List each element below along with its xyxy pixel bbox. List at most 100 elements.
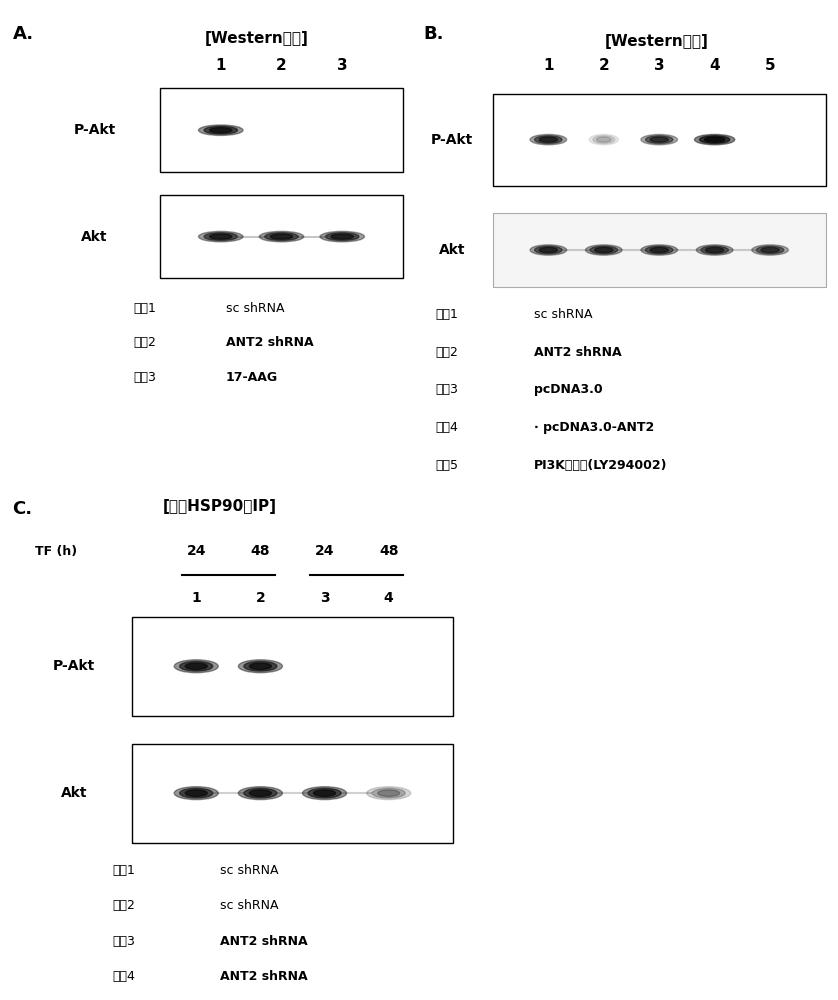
Ellipse shape [238,660,282,673]
Ellipse shape [250,663,272,669]
Bar [493,94,825,186]
Ellipse shape [586,245,622,255]
Ellipse shape [645,246,673,254]
Ellipse shape [696,245,733,255]
Text: ANT2 shRNA: ANT2 shRNA [220,970,308,983]
Ellipse shape [210,234,232,239]
Text: 泳道3: 泳道3 [112,935,136,948]
Ellipse shape [308,788,341,798]
Ellipse shape [265,233,298,241]
Text: [Western印迹]: [Western印迹] [605,34,709,49]
Ellipse shape [706,247,724,253]
Text: 48: 48 [379,544,398,558]
Text: P-Akt: P-Akt [53,659,95,673]
Ellipse shape [372,788,406,798]
Ellipse shape [589,134,618,145]
Ellipse shape [595,247,613,253]
Ellipse shape [650,247,669,253]
Bar [132,617,453,716]
Text: sc shRNA: sc shRNA [534,308,592,321]
Text: 2: 2 [276,58,287,73]
Text: 2: 2 [598,58,609,74]
Ellipse shape [174,660,218,673]
Text: [使用HSP90的IP]: [使用HSP90的IP] [163,499,277,514]
Text: 4: 4 [384,591,394,605]
Text: ANT2 shRNA: ANT2 shRNA [220,935,308,948]
Ellipse shape [590,246,618,254]
Text: 24: 24 [315,544,334,558]
Ellipse shape [761,247,779,253]
Text: B.: B. [423,25,443,43]
Ellipse shape [244,788,277,798]
Ellipse shape [530,245,566,255]
Text: 3: 3 [337,58,348,73]
Text: pcDNA3.0: pcDNA3.0 [534,383,603,396]
Ellipse shape [174,787,218,800]
Ellipse shape [592,136,615,143]
Text: 5: 5 [765,58,775,74]
Text: Akt: Akt [438,243,465,257]
Ellipse shape [244,661,277,671]
Text: P-Akt: P-Akt [431,133,473,147]
Ellipse shape [650,137,669,142]
Text: 3: 3 [320,591,329,605]
Text: 3: 3 [654,58,665,74]
Text: 泳道2: 泳道2 [112,899,136,912]
Ellipse shape [210,128,232,133]
Ellipse shape [320,231,365,242]
Text: C.: C. [13,500,33,518]
Ellipse shape [757,246,784,254]
Text: sc shRNA: sc shRNA [225,302,284,315]
Ellipse shape [185,663,207,669]
Text: 泳道4: 泳道4 [112,970,136,983]
Text: 泳道1: 泳道1 [112,864,136,877]
Text: ANT2 shRNA: ANT2 shRNA [534,346,622,359]
Text: 48: 48 [251,544,270,558]
Bar [160,88,403,172]
Text: sc shRNA: sc shRNA [220,864,278,877]
Text: P-Akt: P-Akt [74,123,116,137]
Ellipse shape [530,134,566,145]
Text: [Western印迹]: [Western印迹] [204,31,308,46]
Text: 1: 1 [215,58,226,73]
Text: 4: 4 [709,58,720,74]
Ellipse shape [645,136,673,143]
Ellipse shape [641,245,677,255]
Ellipse shape [199,231,243,242]
Ellipse shape [204,126,237,134]
Text: Akt: Akt [81,230,108,244]
Text: Akt: Akt [60,786,87,800]
Ellipse shape [701,246,728,254]
Ellipse shape [204,233,237,241]
Text: ANT2 shRNA: ANT2 shRNA [225,336,313,350]
Ellipse shape [325,233,359,241]
Ellipse shape [185,790,207,796]
Bar [132,744,453,842]
Ellipse shape [535,246,562,254]
Ellipse shape [539,137,557,142]
Ellipse shape [535,136,562,143]
Bar [160,195,403,278]
Text: 泳道2: 泳道2 [436,346,458,359]
Bar [493,213,825,287]
Ellipse shape [238,787,282,800]
Text: 泳道1: 泳道1 [133,302,156,315]
Text: 24: 24 [187,544,206,558]
Ellipse shape [705,137,725,142]
Ellipse shape [367,787,411,800]
Ellipse shape [250,790,272,796]
Text: 泳道4: 泳道4 [436,421,458,434]
Text: PI3K抑制剂(LY294002): PI3K抑制剂(LY294002) [534,459,668,472]
Text: 泳道2: 泳道2 [133,336,156,350]
Ellipse shape [303,787,347,800]
Ellipse shape [179,788,213,798]
Ellipse shape [695,134,735,145]
Ellipse shape [539,247,557,253]
Text: 泳道5: 泳道5 [436,459,458,472]
Ellipse shape [700,136,730,143]
Text: 2: 2 [256,591,266,605]
Text: 1: 1 [191,591,201,605]
Text: 泳道1: 泳道1 [436,308,458,321]
Ellipse shape [271,234,292,239]
Ellipse shape [641,134,677,145]
